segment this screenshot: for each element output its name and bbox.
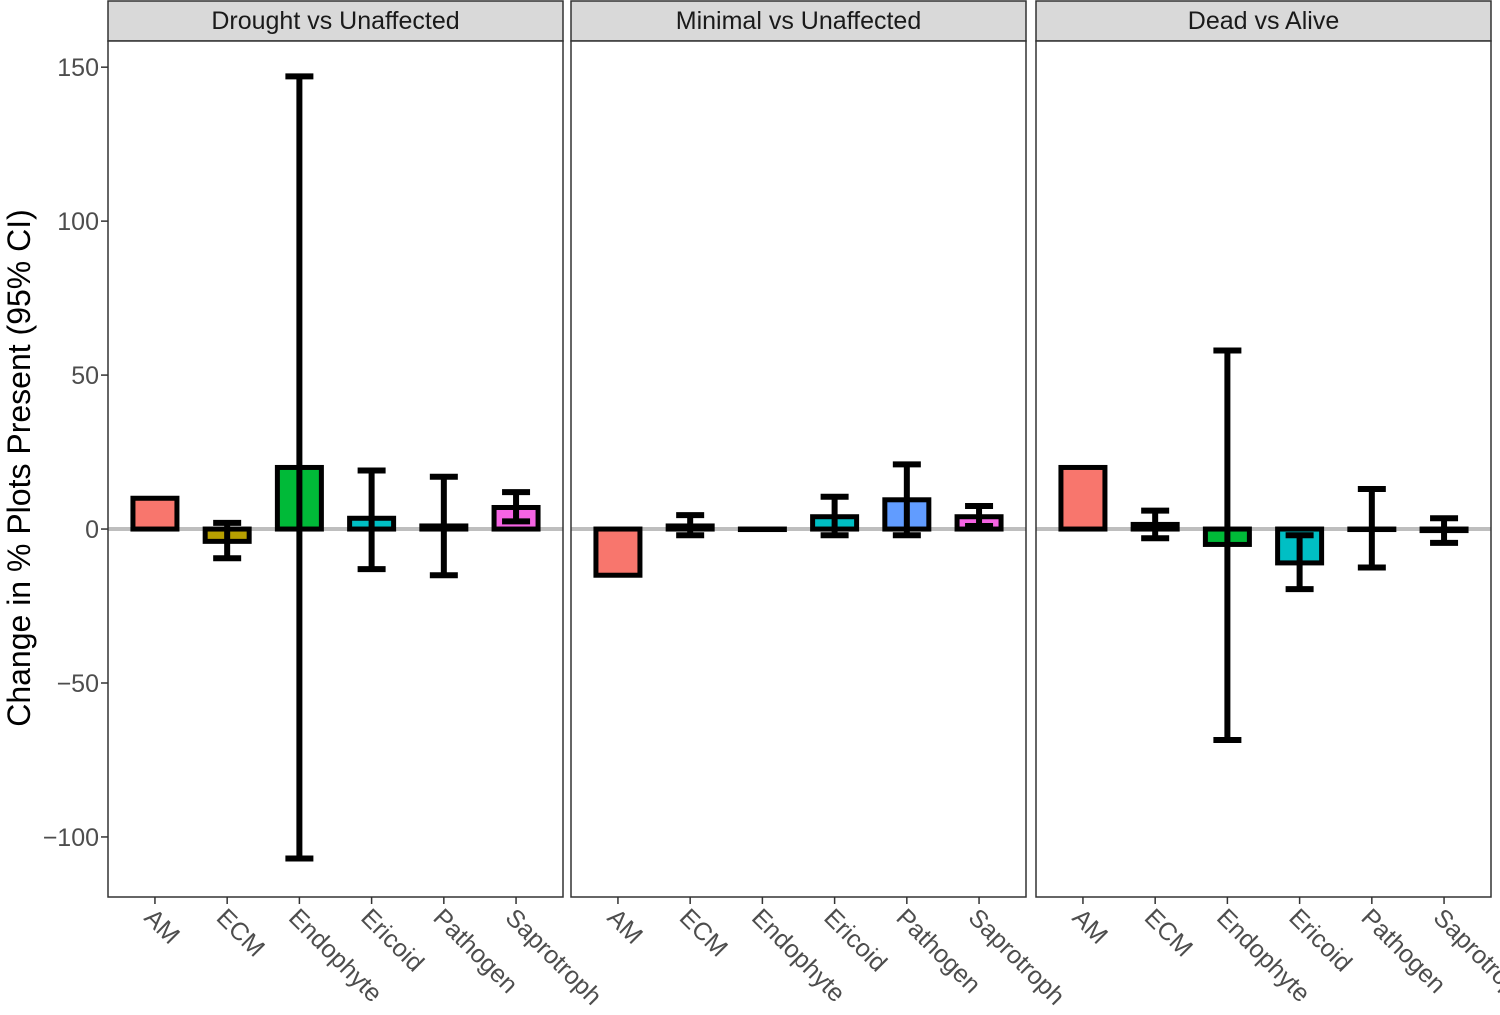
x-tick-label: Saprotroph [963,903,1070,1010]
x-tick-label: AM [139,903,185,949]
panel-background [571,41,1026,897]
bar-am [593,526,643,578]
y-tick-label: 100 [57,208,99,236]
facet-strip-label: Dead vs Alive [1188,7,1339,35]
bar-am [130,495,180,532]
bar-endophyte [737,526,787,533]
x-tick-label: ECM [211,903,270,962]
panel-background [108,41,563,897]
x-tick-label: Saprotroph [1428,903,1500,1010]
facet-strip-label: Drought vs Unaffected [211,7,459,35]
y-axis: −100 −50 0 50 100 150 [43,54,108,852]
y-tick-label: −50 [57,670,99,698]
facet-strip-label: Minimal vs Unaffected [676,7,921,35]
facet-strip [570,0,1027,42]
panel-border [107,40,564,898]
y-tick-label: −100 [43,824,99,852]
x-tick-label: ECM [674,903,733,962]
bar-am [1058,464,1108,532]
panel-border [1035,40,1492,898]
y-tick-label: 150 [57,54,99,82]
y-tick-label: 0 [85,516,99,544]
x-tick-label: AM [602,903,648,949]
x-tick-label: Saprotroph [500,903,607,1010]
x-tick-label: AM [1067,903,1113,949]
y-tick-label: 50 [71,362,99,390]
facet-strip [1035,0,1492,42]
y-axis-title: Change in % Plots Present (95% CI) [1,209,37,727]
panel-border [570,40,1027,898]
x-tick-label: ECM [1139,903,1198,962]
panel-background [1036,41,1491,897]
